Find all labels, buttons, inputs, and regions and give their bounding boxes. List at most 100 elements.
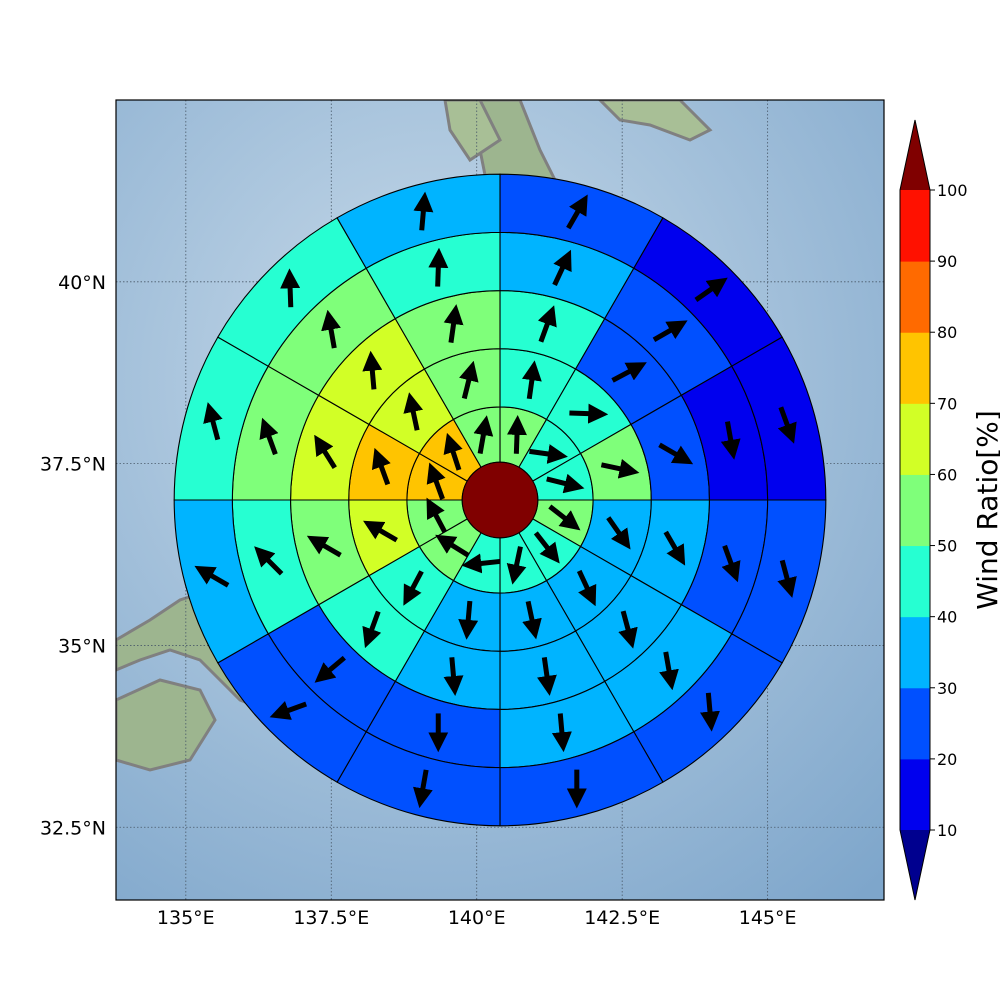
y-tick-label: 37.5°N bbox=[40, 454, 106, 476]
wind-arrow bbox=[658, 442, 694, 465]
y-axis-ticks: 40°N 37.5°N 35°N 32.5°N bbox=[40, 272, 106, 839]
land-hokkaido-west bbox=[443, 100, 502, 163]
wind-arrow bbox=[569, 403, 609, 424]
wind-arrow bbox=[413, 191, 434, 231]
wind-arrow bbox=[254, 546, 284, 576]
wind-arrow bbox=[521, 360, 542, 400]
wind-arrow bbox=[269, 701, 308, 720]
land-hokkaido bbox=[597, 100, 713, 142]
wind-arrow bbox=[194, 565, 230, 588]
colorbar-extend-max bbox=[900, 120, 930, 190]
colorbar-segment bbox=[900, 758, 930, 831]
wind-arrow bbox=[551, 713, 572, 753]
wind-arrow bbox=[777, 406, 797, 444]
colorbar-tick-label: 100 bbox=[937, 181, 968, 200]
wind-arrow bbox=[659, 651, 679, 691]
wind-arrow bbox=[507, 414, 527, 454]
wind-arrow bbox=[443, 657, 464, 696]
wind-arrow bbox=[537, 305, 557, 343]
x-tick-label: 142.5°E bbox=[584, 907, 660, 929]
wind-arrow bbox=[537, 657, 557, 696]
colorbar-segment bbox=[900, 545, 930, 618]
wind-arrow bbox=[548, 504, 581, 531]
wind-arrow bbox=[618, 610, 638, 649]
wind-arrow bbox=[552, 249, 572, 287]
x-tick-label: 145°E bbox=[739, 907, 797, 929]
colorbar-segment bbox=[900, 616, 930, 689]
wind-arrow bbox=[321, 309, 341, 349]
wind-arrow bbox=[413, 769, 433, 809]
colorbar-tick-label: 30 bbox=[937, 679, 957, 698]
colorbar-tick-label: 90 bbox=[937, 252, 957, 271]
wind-arrow bbox=[721, 544, 741, 583]
colorbar: 10 20 30 40 50 60 70 80 90 100 bbox=[899, 119, 968, 901]
wind-arrow bbox=[458, 600, 479, 640]
colorbar-extend-min bbox=[900, 830, 930, 900]
wind-arrow bbox=[306, 535, 342, 558]
wind-arrow bbox=[428, 247, 449, 287]
wind-arrow bbox=[611, 362, 647, 383]
colorbar-segment bbox=[900, 687, 930, 760]
colorbar-segment bbox=[900, 403, 930, 475]
wind-arrow bbox=[777, 559, 797, 598]
wind-arrow bbox=[314, 434, 337, 470]
wind-arrow bbox=[720, 421, 741, 460]
wind-arrow bbox=[533, 531, 560, 564]
colorbar-segment bbox=[900, 332, 930, 404]
wind-arrow bbox=[529, 444, 568, 464]
y-tick-label: 35°N bbox=[58, 635, 106, 657]
map-area bbox=[116, 100, 884, 900]
wind-arrow bbox=[700, 692, 720, 732]
wind-sector-cell bbox=[336, 173, 501, 269]
y-tick-label: 40°N bbox=[58, 272, 106, 294]
wind-sectors bbox=[173, 173, 827, 827]
x-tick-label: 140°E bbox=[448, 907, 506, 929]
wind-arrow bbox=[663, 530, 686, 566]
colorbar-tick-label: 50 bbox=[937, 537, 957, 556]
colorbar-title: Wind Ratio[%] bbox=[971, 410, 1000, 610]
wind-arrow bbox=[280, 268, 301, 308]
wind-arrow bbox=[426, 462, 446, 500]
wind-arrow bbox=[443, 304, 464, 343]
wind-arrow bbox=[459, 360, 479, 400]
x-axis-ticks: 135°E 137.5°E 140°E 142.5°E 145°E bbox=[157, 907, 797, 929]
colorbar-tick-label: 60 bbox=[937, 465, 957, 484]
wind-arrow bbox=[461, 553, 501, 574]
wind-arrow bbox=[435, 534, 470, 558]
wind-arrow bbox=[443, 432, 463, 471]
colorbar-tick-label: 20 bbox=[937, 750, 957, 769]
wind-arrow bbox=[403, 570, 424, 606]
colorbar-segment bbox=[900, 190, 930, 262]
colorbar-tick-label: 70 bbox=[937, 394, 957, 413]
wind-arrow bbox=[259, 417, 279, 456]
wind-arrow bbox=[522, 600, 542, 640]
wind-arrows bbox=[194, 191, 797, 809]
wind-arrow bbox=[203, 402, 223, 441]
wind-arrow bbox=[314, 655, 346, 683]
x-tick-label: 137.5°E bbox=[293, 907, 369, 929]
colorbar-tick-label: 10 bbox=[937, 821, 957, 840]
wind-arrow bbox=[566, 194, 588, 230]
wind-arrow bbox=[426, 497, 447, 534]
y-tick-label: 32.5°N bbox=[40, 817, 106, 839]
wind-arrow bbox=[652, 320, 688, 342]
center-disc bbox=[461, 461, 539, 539]
wind-arrow bbox=[473, 415, 494, 454]
colorbar-tick-label: 80 bbox=[937, 323, 957, 342]
wind-arrow bbox=[606, 516, 631, 550]
colorbar-segment bbox=[900, 261, 930, 333]
map-frame bbox=[115, 99, 885, 901]
colorbar-tick-label: 40 bbox=[937, 608, 957, 627]
wind-arrow bbox=[403, 392, 424, 431]
colorbar-segment bbox=[900, 474, 930, 547]
wind-arrow bbox=[371, 447, 391, 486]
x-tick-label: 135°E bbox=[157, 907, 215, 929]
wind-arrow bbox=[546, 473, 585, 494]
wind-arrow bbox=[506, 546, 527, 585]
land-shikoku bbox=[116, 678, 217, 772]
wind-arrow bbox=[363, 520, 398, 543]
wind-arrow bbox=[362, 350, 383, 390]
wind-arrow bbox=[576, 569, 597, 607]
wind-arrow bbox=[694, 277, 728, 302]
